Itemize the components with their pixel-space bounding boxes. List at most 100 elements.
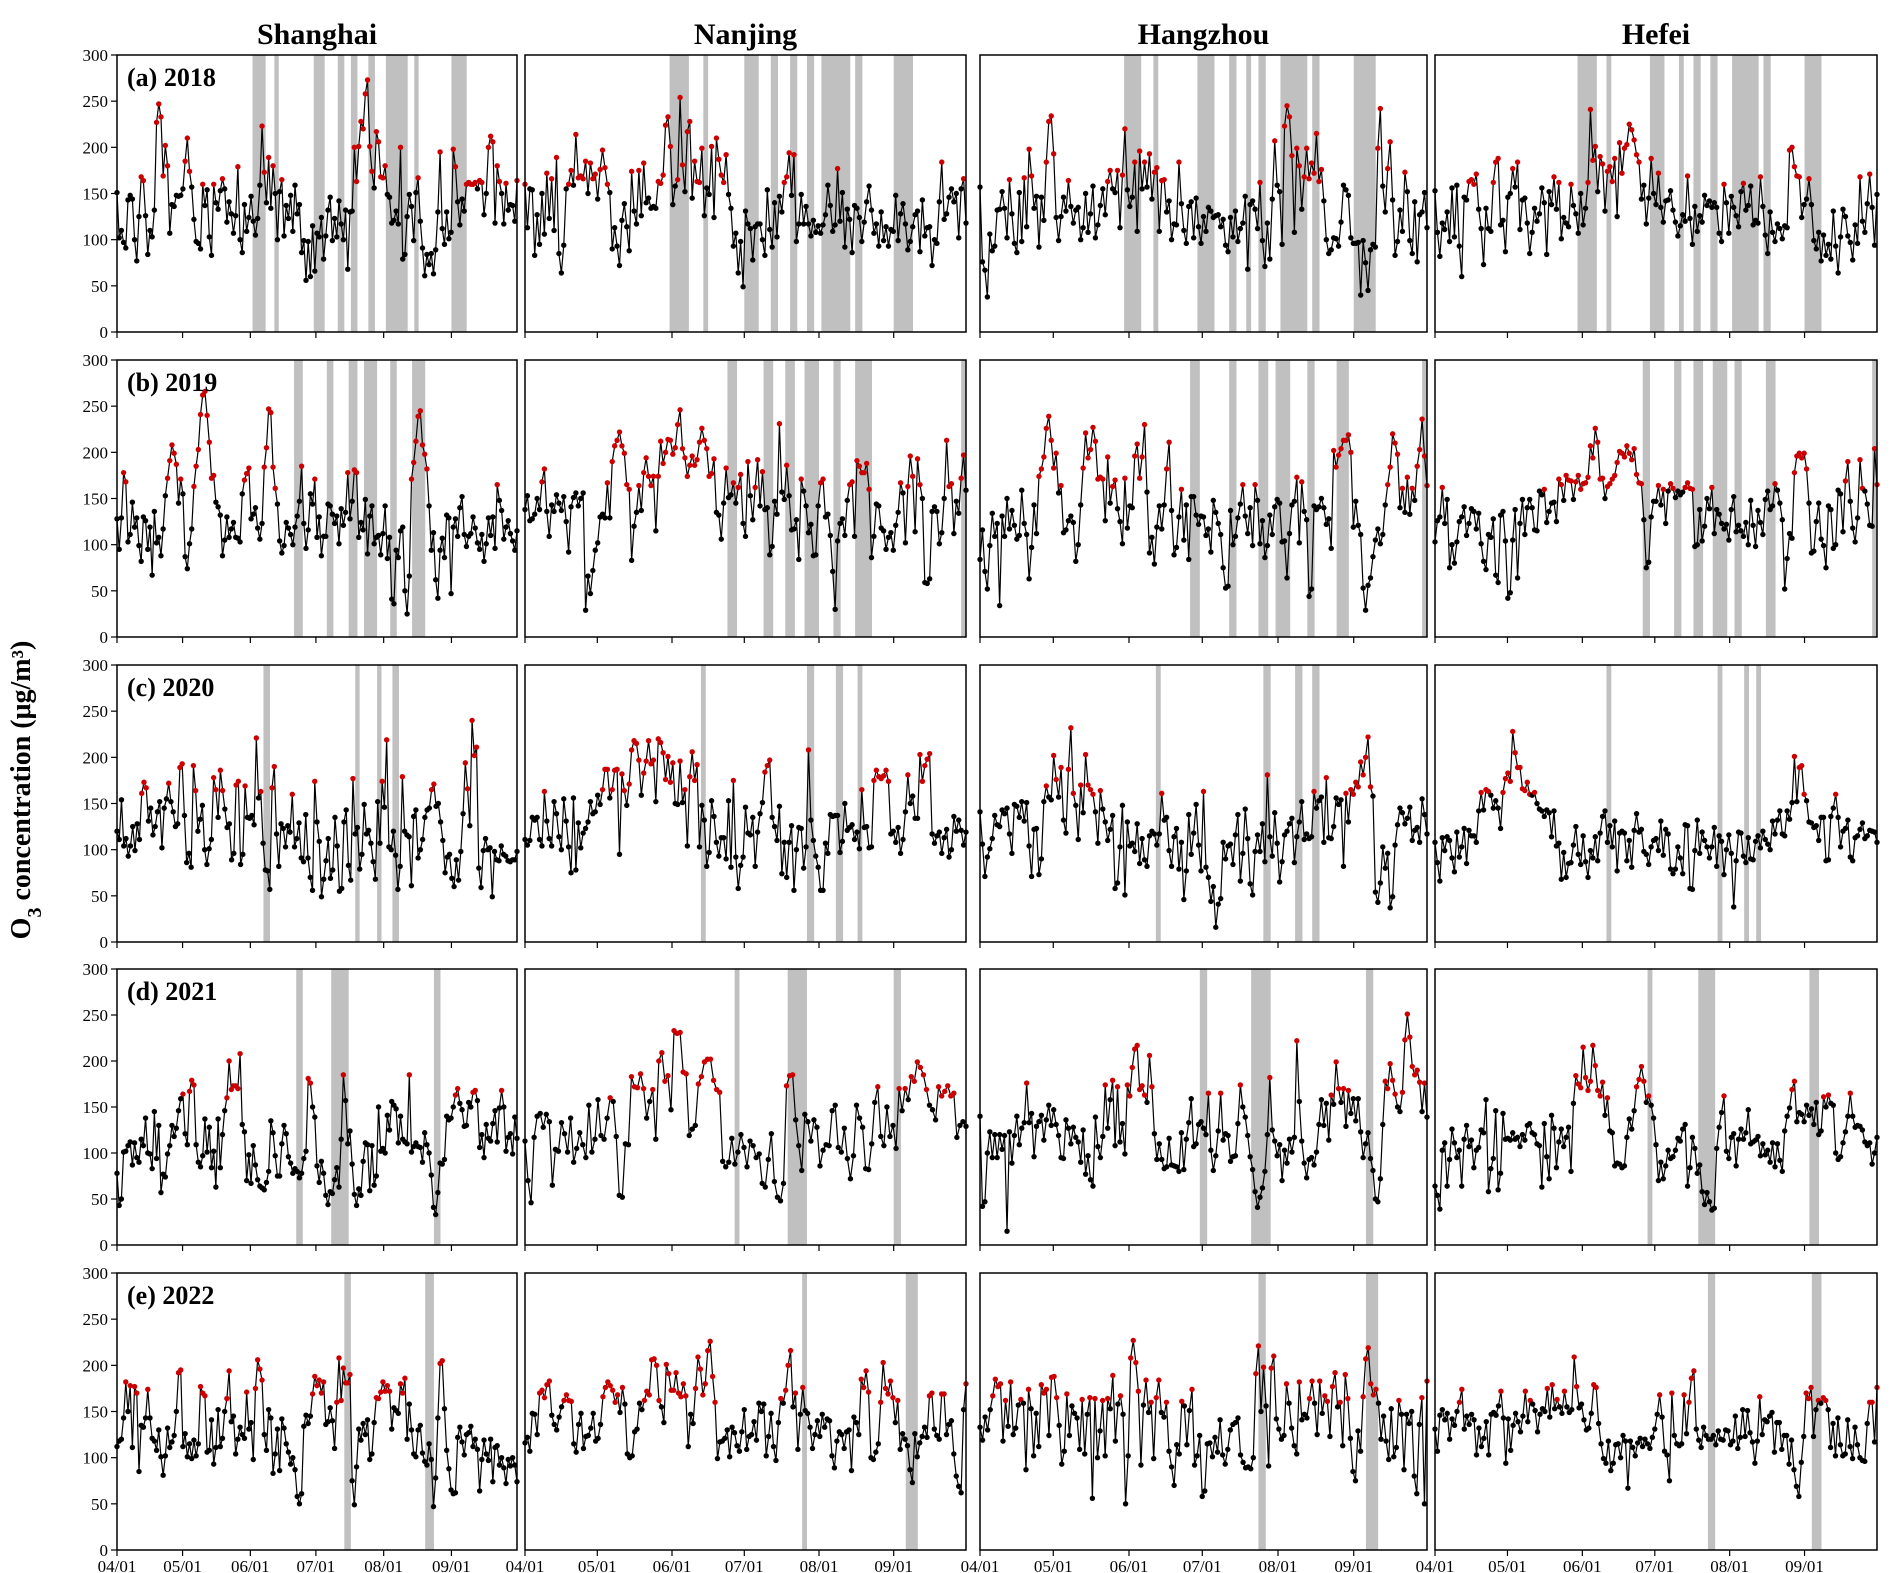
data-point — [1595, 1420, 1602, 1427]
data-point — [747, 1138, 753, 1144]
data-point-exceed — [561, 1397, 567, 1404]
data-point — [1000, 1438, 1006, 1444]
data-point — [1073, 1134, 1079, 1141]
data-point — [1289, 1149, 1295, 1155]
data-point — [1539, 492, 1545, 498]
data-point — [136, 213, 142, 220]
data-point — [563, 518, 569, 525]
data-point — [1168, 1464, 1175, 1470]
data-point — [362, 496, 369, 503]
data-point — [1463, 860, 1470, 867]
data-point — [1760, 828, 1766, 834]
data-point-exceed — [659, 1050, 665, 1056]
data-point — [226, 534, 232, 540]
data-point — [573, 1449, 579, 1455]
data-point — [374, 798, 381, 805]
data-point — [168, 798, 174, 805]
data-point — [206, 1124, 213, 1130]
data-point — [1592, 834, 1598, 840]
data-point — [553, 810, 560, 817]
data-point — [539, 190, 545, 197]
data-point — [1149, 534, 1155, 540]
data-point-exceed — [213, 786, 219, 793]
data-point — [1813, 1406, 1819, 1413]
data-point — [720, 834, 727, 841]
data-point — [1488, 1165, 1494, 1172]
data-point — [1095, 1143, 1101, 1150]
data-point-exceed — [378, 1389, 384, 1395]
data-point-exceed — [1345, 432, 1352, 438]
data-point — [1200, 213, 1207, 220]
data-point — [118, 797, 125, 803]
data-point — [1786, 816, 1793, 822]
data-point — [594, 540, 601, 546]
data-point-exceed — [1578, 1084, 1584, 1091]
data-point-exceed — [1551, 174, 1557, 180]
data-point-exceed — [334, 1399, 340, 1405]
y-axis-title: O3 concentration (μg/m³) — [6, 641, 46, 940]
data-point — [1697, 212, 1703, 219]
data-point — [439, 535, 445, 541]
data-point-exceed — [1281, 123, 1288, 129]
y-tick-label: 250 — [83, 1006, 109, 1025]
data-point-exceed — [1333, 1059, 1339, 1065]
data-point — [737, 862, 744, 869]
data-point — [822, 212, 829, 218]
data-point — [819, 1411, 825, 1417]
data-point — [594, 792, 601, 798]
data-point — [1129, 840, 1135, 846]
data-point-exceed — [1360, 772, 1366, 778]
data-point — [611, 224, 618, 231]
data-point — [808, 1138, 814, 1144]
data-point — [1085, 229, 1091, 235]
data-point — [404, 213, 410, 220]
data-point — [150, 832, 156, 838]
data-point — [1208, 208, 1214, 214]
data-point — [1837, 1442, 1844, 1448]
data-point — [1783, 1432, 1790, 1439]
data-point — [1765, 841, 1771, 847]
data-point-exceed — [1609, 178, 1615, 185]
data-point — [1801, 201, 1807, 208]
data-point — [1711, 824, 1717, 831]
data-point — [446, 851, 453, 857]
data-point-exceed — [861, 469, 867, 476]
data-point-exceed — [805, 747, 812, 753]
data-point — [1328, 545, 1334, 552]
data-point — [735, 885, 741, 892]
data-point-exceed — [1604, 168, 1611, 175]
data-point-exceed — [211, 181, 217, 187]
data-point — [329, 511, 336, 517]
data-point — [1414, 824, 1420, 831]
data-point-exceed — [1414, 1067, 1420, 1073]
data-point-exceed — [253, 735, 260, 741]
data-point — [221, 537, 228, 543]
data-point-exceed — [1789, 1086, 1795, 1093]
data-point-exceed — [1597, 153, 1603, 160]
data-point — [432, 1475, 439, 1481]
data-point-exceed — [258, 788, 264, 795]
data-point — [813, 853, 819, 859]
data-point-exceed — [1375, 145, 1381, 151]
data-point — [1190, 830, 1197, 836]
data-point — [1524, 505, 1530, 511]
data-point-exceed — [1633, 471, 1640, 478]
data-point — [1754, 1438, 1761, 1444]
data-point — [250, 1142, 256, 1149]
data-point-exceed — [865, 1389, 872, 1395]
data-point — [829, 1453, 835, 1459]
data-point — [876, 503, 882, 509]
data-point-exceed — [1616, 140, 1623, 146]
data-point-exceed — [643, 758, 649, 764]
data-point — [679, 799, 686, 806]
data-point-exceed — [184, 135, 191, 141]
data-point — [156, 534, 162, 540]
data-point — [1451, 1422, 1458, 1429]
data-point — [645, 195, 652, 201]
data-point — [936, 1436, 942, 1442]
data-point — [316, 838, 322, 845]
data-point — [1203, 864, 1209, 870]
data-point-exceed — [472, 179, 478, 186]
